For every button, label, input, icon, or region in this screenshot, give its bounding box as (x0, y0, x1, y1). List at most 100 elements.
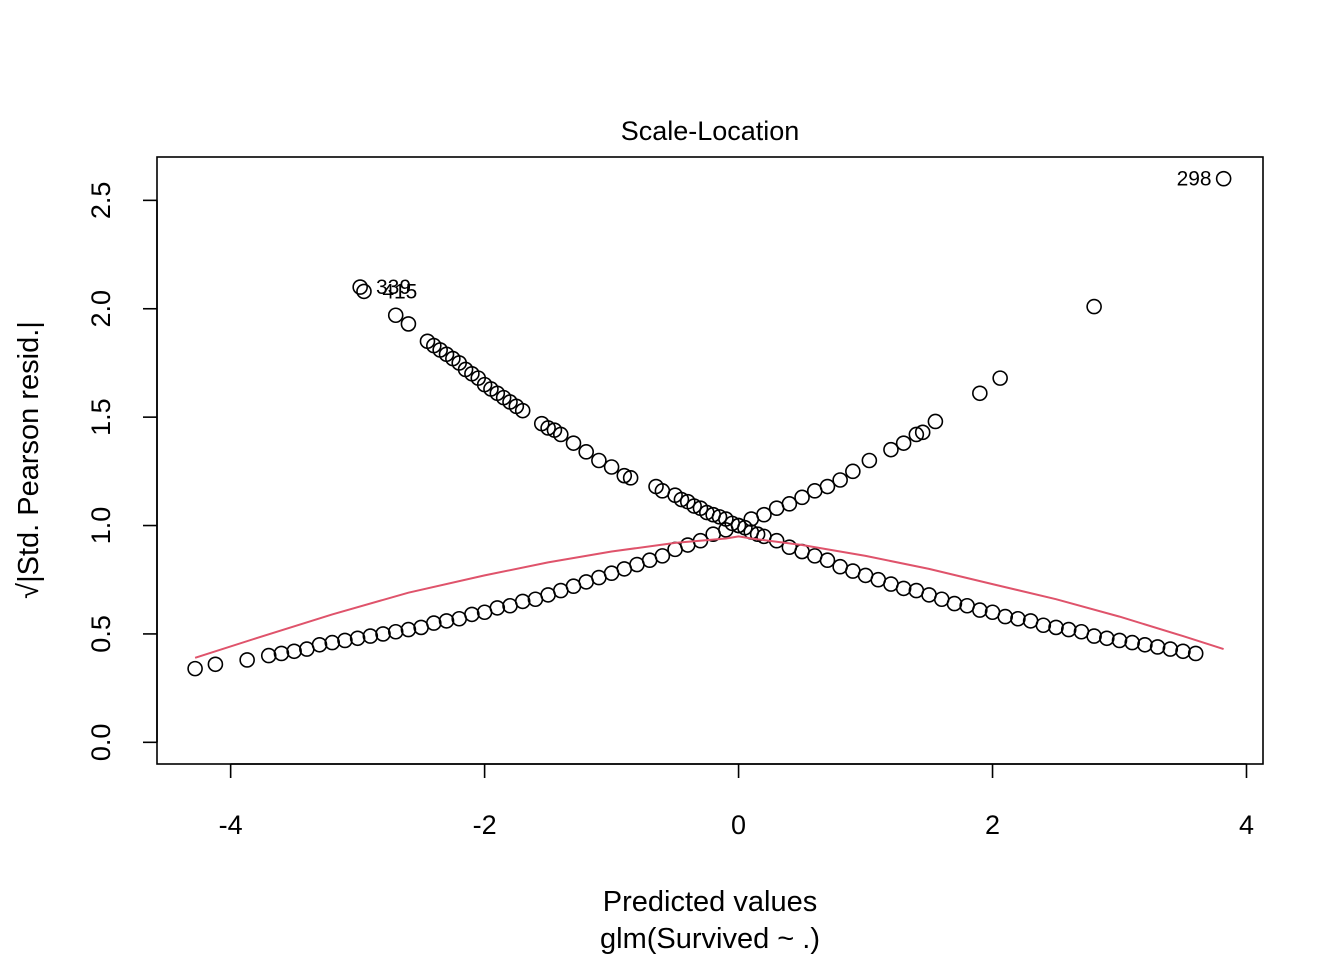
data-point (502, 597, 518, 614)
data-point (832, 558, 848, 575)
data-point (972, 602, 988, 618)
point-annotation: 339 (376, 276, 411, 299)
x-tick-label: -2 (473, 810, 497, 840)
data-point (806, 548, 823, 564)
data-point (552, 582, 569, 599)
data-point (260, 647, 277, 664)
data-point (845, 463, 861, 480)
data-point (349, 630, 366, 647)
data-point (883, 441, 899, 458)
data-point (1060, 621, 1077, 638)
data-point (616, 467, 633, 484)
data-point (629, 556, 645, 573)
data-point (187, 660, 203, 677)
data-point (1162, 641, 1179, 657)
data-point (1149, 639, 1166, 655)
data-point (984, 604, 1001, 621)
data-point (959, 597, 975, 614)
data-point (464, 606, 480, 623)
data-point (927, 413, 944, 430)
data-point (1022, 613, 1039, 629)
data-point (997, 608, 1014, 625)
data-point (286, 643, 302, 660)
data-point (527, 591, 544, 608)
data-point (679, 537, 696, 553)
data-point (207, 656, 224, 673)
data-point (992, 370, 1008, 386)
data-point (400, 316, 417, 332)
data-point (552, 426, 569, 443)
data-point (883, 576, 899, 592)
x-tick-label: 4 (1239, 810, 1254, 840)
data-point (1035, 617, 1052, 634)
data-point (451, 610, 468, 627)
y-tick-label: 1.5 (86, 398, 116, 436)
data-point (324, 634, 341, 651)
data-point (489, 600, 506, 616)
data-point (861, 452, 878, 469)
y-tick-label: 2.5 (86, 182, 116, 220)
data-point (438, 613, 455, 629)
x-axis-sublabel: glm(Survived ~ .) (600, 923, 820, 955)
data-point (311, 636, 328, 653)
data-point (1187, 645, 1204, 662)
data-point (578, 444, 594, 460)
data-point (794, 489, 810, 506)
data-point (362, 628, 379, 644)
smooth-trend-line (194, 535, 1224, 659)
data-point (299, 641, 315, 657)
data-point (337, 632, 353, 649)
point-annotation: 415 (382, 280, 417, 303)
data-point (749, 526, 766, 543)
data-point (832, 472, 848, 488)
data-point (578, 574, 594, 590)
data-point (641, 552, 658, 569)
data-point (756, 506, 772, 523)
data-point (768, 500, 785, 516)
data-point (686, 498, 702, 514)
data-point (540, 420, 556, 436)
data-point (514, 402, 531, 419)
data-point (239, 652, 255, 668)
x-tick-label: -4 (219, 810, 243, 840)
data-point (1124, 634, 1141, 651)
data-point (921, 587, 937, 603)
data-point (622, 470, 639, 486)
data-point (781, 496, 798, 512)
data-point (616, 561, 633, 577)
data-point (946, 595, 963, 612)
x-tick-label: 2 (985, 810, 1000, 840)
data-point (819, 552, 836, 569)
data-point (603, 459, 620, 475)
data-point (387, 623, 404, 640)
data-point (591, 569, 607, 586)
data-point (591, 452, 607, 469)
data-point (1048, 619, 1064, 636)
data-point (857, 567, 874, 584)
data-point (565, 578, 582, 595)
data-point (914, 424, 931, 441)
y-axis: 0.0 0.5 1.0 1.5 2.0 2.5 (86, 182, 158, 761)
data-point (375, 626, 391, 642)
data-point (972, 385, 988, 402)
data-point (1137, 636, 1153, 653)
y-tick-label: 2.0 (86, 290, 116, 328)
data-point (413, 619, 429, 636)
data-point (895, 580, 912, 597)
data-point (1010, 610, 1026, 627)
data-point (730, 517, 747, 534)
data-point (1086, 628, 1102, 644)
data-point (1086, 298, 1102, 315)
data-point (806, 483, 823, 499)
data-point (711, 509, 728, 525)
data-point (895, 435, 912, 451)
data-point (1073, 623, 1090, 640)
data-point (673, 491, 690, 508)
point-annotation: 298 (1177, 168, 1212, 191)
data-point (356, 283, 372, 300)
y-axis-label: √|Std. Pearson resid.| (13, 321, 45, 599)
chart-title: Scale-Location (621, 116, 800, 146)
x-tick-label: 0 (731, 810, 746, 840)
